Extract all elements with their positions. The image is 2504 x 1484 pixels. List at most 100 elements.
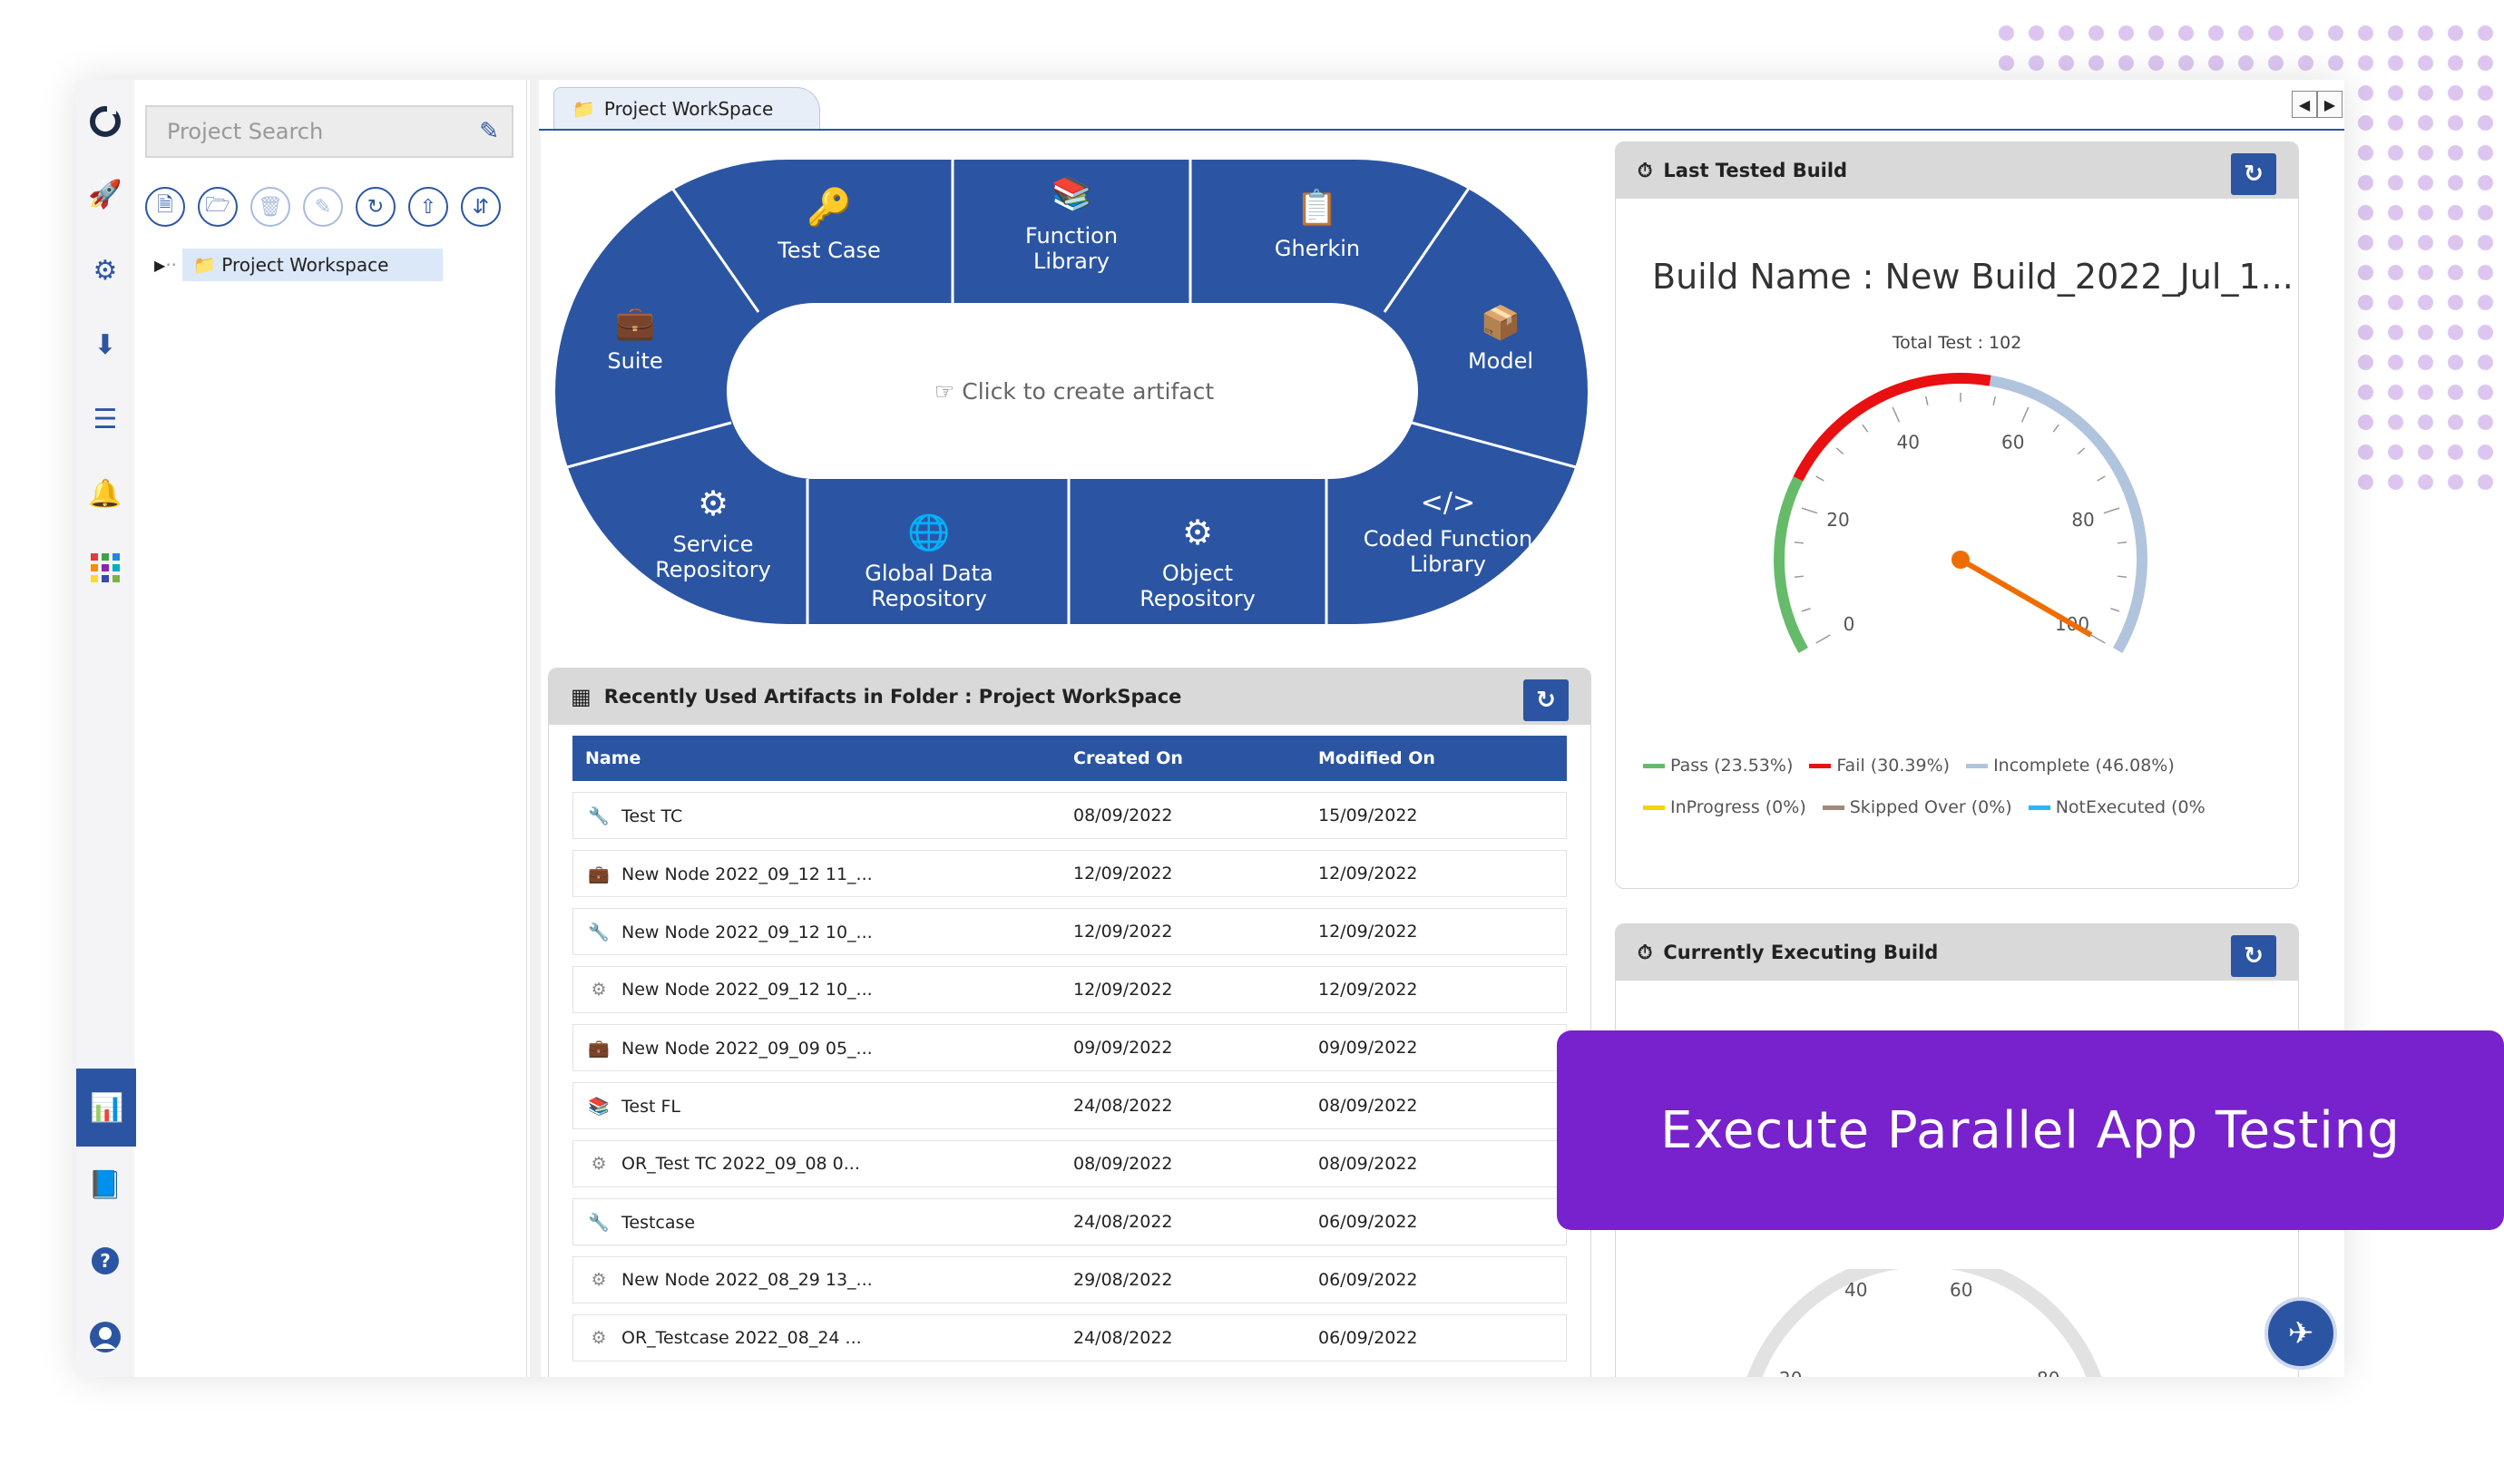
wheel-segment-gherkin[interactable]: 📋 Gherkin	[1275, 188, 1360, 261]
last-tested-build-panel: ⏱ Last Tested Build ↻ Build Name : New B…	[1615, 142, 2299, 889]
gauge-tick	[2090, 634, 2106, 644]
tree-node-label: Project Workspace	[221, 254, 389, 276]
pass-arc	[1774, 476, 1808, 653]
artifact-name: New Node 2022_09_12 11_...	[621, 864, 873, 884]
download-icon[interactable]: ⬇	[93, 328, 117, 361]
wheel-segment-function-library[interactable]: 📚 Function Library	[1025, 176, 1118, 274]
folder-icon: 📁	[193, 254, 216, 276]
dashboard-icon[interactable]: 📊	[76, 1069, 149, 1147]
modified-on: 12/09/2022	[1317, 966, 1567, 1013]
created-on: 12/09/2022	[1072, 850, 1317, 897]
wheel-segment-model[interactable]: 📦 Model	[1468, 304, 1533, 374]
table-row[interactable]: 💼 New Node 2022_09_12 11_... 12/09/2022 12/…	[572, 850, 1567, 897]
refresh-recent-button[interactable]: ↻	[1523, 679, 1569, 721]
wheel-segment-suite[interactable]: 💼 Suite	[607, 305, 662, 374]
table-row[interactable]: ⚙ New Node 2022_09_12 10_... 12/09/2022 12/…	[572, 966, 1567, 1013]
created-on: 29/08/2022	[1072, 1256, 1317, 1303]
created-on: 09/09/2022	[1072, 1024, 1317, 1071]
list-icon[interactable]: ☰	[93, 403, 118, 435]
created-on: 24/08/2022	[1072, 1198, 1317, 1245]
caret-right-icon[interactable]: ▶	[154, 256, 166, 274]
recent-artifacts-panel: ▦ Recently Used Artifacts in Folder : Pr…	[548, 668, 1591, 1377]
legend-label: Skipped Over (0%)	[1849, 797, 2012, 817]
launch-fab-button[interactable]: ✈	[2264, 1297, 2337, 1370]
rocket-icon[interactable]: 🚀	[88, 178, 122, 210]
expand-collapse-button[interactable]: ⇵	[461, 187, 501, 227]
workspace-tab-bar: 📁 Project WorkSpace ◀ ▶	[539, 80, 2344, 131]
gauge-tick	[1794, 542, 1805, 544]
tab-project-workspace[interactable]: 📁 Project WorkSpace	[553, 87, 820, 129]
column-created-on[interactable]: Created On	[1072, 736, 1317, 781]
modified-on: 08/09/2022	[1317, 1140, 1567, 1187]
legend-swatch	[1643, 764, 1665, 768]
gauge-tick	[1801, 507, 1818, 514]
created-on: 24/08/2022	[1072, 1314, 1317, 1362]
gauge-legend: Pass (23.53%) Fail (30.39%) Incomplete (46…	[1643, 745, 2287, 828]
table-row[interactable]: ⚙ New Node 2022_08_29 13_... 29/08/2022 06/…	[572, 1256, 1567, 1303]
legend-item: InProgress (0%)	[1643, 797, 1806, 817]
feature-banner: Execute Parallel App Testing	[1557, 1030, 2504, 1230]
new-file-button[interactable]: 🗎	[145, 187, 185, 227]
apps-grid-icon[interactable]	[87, 550, 123, 586]
panel-splitter[interactable]	[530, 80, 541, 1377]
refresh-executing-build-button[interactable]: ↻	[2231, 935, 2276, 977]
tab-scroll-right-button[interactable]: ▶	[2317, 91, 2343, 118]
wheel-segment-coded-function-library[interactable]: </> Coded Function Library	[1364, 487, 1532, 577]
artifact-wheel: 🔑 Test Case 📚 Function Library 📋 Gherkin…	[555, 160, 1588, 626]
edit-button[interactable]: ✎	[303, 187, 343, 227]
create-artifact-center[interactable]: ☞ Click to create artifact	[934, 378, 1214, 405]
gears-icon[interactable]: ⚙	[93, 254, 118, 287]
gauge-tick	[1794, 575, 1805, 578]
table-row[interactable]: 📚 Test FL 24/08/2022 08/09/2022	[572, 1082, 1567, 1129]
coded-function-label-2: Library	[1410, 552, 1486, 577]
bell-icon[interactable]: 🔔	[88, 477, 122, 510]
legend-item: Skipped Over (0%)	[1822, 797, 2012, 817]
app-window: 🚀 ⚙ ⬇ ☰ 🔔 📊 📘 ? Project Search ✎ 🗎 🗁 🗑	[76, 80, 2344, 1377]
table-row[interactable]: ⚙ OR_Testcase 2022_08_24 ... 24/08/2022 06/…	[572, 1314, 1567, 1362]
table-row[interactable]: 💼 New Node 2022_09_09 05_... 09/09/2022 09/…	[572, 1024, 1567, 1071]
project-search-input[interactable]: Project Search ✎	[145, 105, 514, 158]
table-row[interactable]: ⚙ OR_Test TC 2022_09_08 0... 08/09/2022 08/…	[572, 1140, 1567, 1187]
modified-on: 12/09/2022	[1317, 850, 1567, 897]
column-modified-on[interactable]: Modified On	[1317, 736, 1567, 781]
created-on: 08/09/2022	[1072, 792, 1317, 839]
recent-artifacts-table: Name Created On Modified On 🔧 Test TC 08/0…	[572, 725, 1567, 1372]
table-row[interactable]: 🔧 Test TC 08/09/2022 15/09/2022	[572, 792, 1567, 839]
book-icon[interactable]: 📘	[88, 1168, 122, 1201]
gherkin-label: Gherkin	[1275, 236, 1360, 261]
svg-text:☞ Click to create artifact: ☞ Click to create artifact	[934, 378, 1214, 405]
wheel-segment-global-data-repository[interactable]: 🌐 Global Data Repository	[865, 513, 993, 611]
eraser-icon[interactable]: ✎	[479, 118, 499, 145]
gauge-tick	[2117, 542, 2127, 544]
tree-node-project-workspace[interactable]: ▶ ·· 📁 Project Workspace	[154, 249, 444, 281]
gear-icon: ⚙	[591, 1328, 607, 1348]
executing-build-title: Currently Executing Build	[1663, 942, 1939, 963]
column-name[interactable]: Name	[572, 736, 1072, 781]
legend-label: NotExecuted (0%	[2055, 797, 2206, 817]
globe-icon: 🌐	[907, 513, 950, 552]
refresh-last-build-button[interactable]: ↻	[2231, 153, 2276, 195]
gauge-tick	[1815, 475, 1824, 482]
logo-icon[interactable]	[87, 103, 123, 140]
user-avatar-icon[interactable]	[87, 1319, 123, 1355]
modified-on: 06/09/2022	[1317, 1256, 1567, 1303]
wheel-segment-object-repository[interactable]: ⚙ Object Repository	[1140, 513, 1256, 611]
created-on: 24/08/2022	[1072, 1082, 1317, 1129]
executing-build-gauge: 20 40 60 80	[1746, 1269, 2102, 1377]
table-row[interactable]: 🔧 New Node 2022_09_12 10_... 12/09/2022 12/…	[572, 908, 1567, 955]
table-row[interactable]: 🔧 Testcase 24/08/2022 06/09/2022	[572, 1198, 1567, 1245]
tab-scroll-left-button[interactable]: ◀	[2292, 91, 2317, 118]
help-icon[interactable]: ?	[87, 1243, 123, 1279]
refresh-tree-button[interactable]: ↻	[356, 187, 396, 227]
open-folder-button[interactable]: 🗁	[198, 187, 238, 227]
upload-button[interactable]: ⇧	[408, 187, 448, 227]
gauge-needle-hub	[1951, 551, 1970, 569]
table-icon: ▦	[571, 684, 592, 709]
exec-tick-20: 20	[1779, 1368, 1802, 1377]
wheel-segment-service-repository[interactable]: ⚙ Service Repository	[655, 483, 771, 582]
wheel-segment-test-case[interactable]: 🔑 Test Case	[777, 185, 881, 263]
speedometer-icon: ⏱	[1638, 159, 1653, 181]
delete-button[interactable]: 🗑	[250, 187, 290, 227]
clipboard-icon: 📋	[1296, 188, 1338, 228]
gauge-tick-label: 40	[1897, 431, 1920, 453]
